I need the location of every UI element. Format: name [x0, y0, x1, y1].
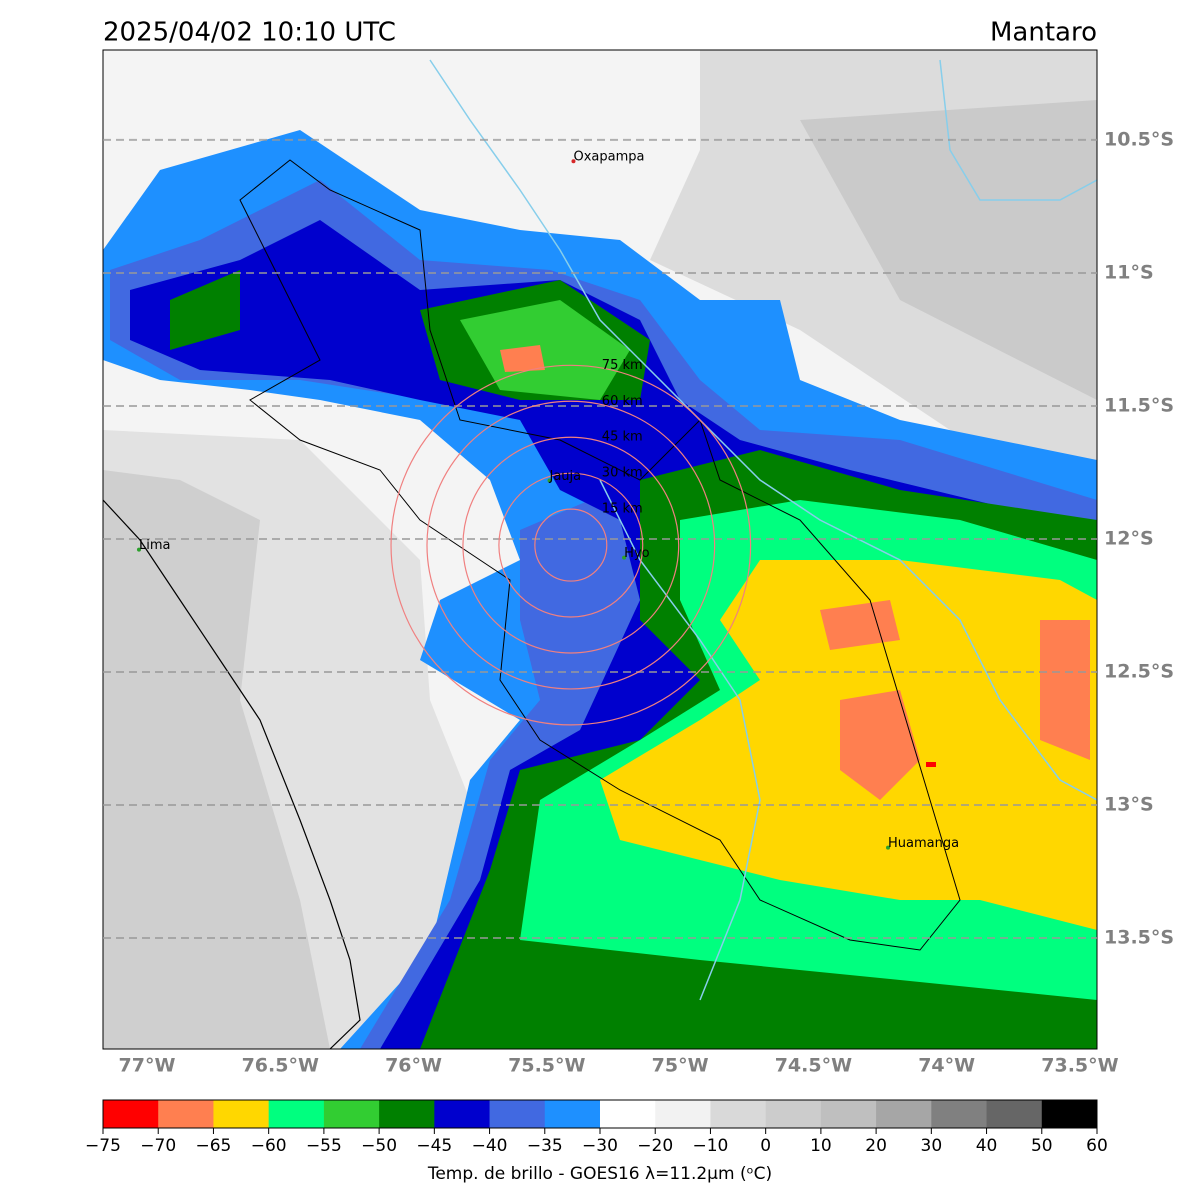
- colorbar-tick-label: −10: [692, 1136, 728, 1156]
- colorbar-tick-label: 20: [865, 1136, 887, 1156]
- colorbar-segment: [931, 1100, 988, 1128]
- colorbar-tick-label: −20: [637, 1136, 673, 1156]
- colorbar-segment: [655, 1100, 711, 1128]
- place-name: Hyo: [624, 546, 649, 561]
- colorbar-tick-label: −55: [306, 1136, 342, 1156]
- map-frame: [102, 49, 1098, 1050]
- colorbar-segment: [876, 1100, 932, 1128]
- colorbar-tick-label: 0: [760, 1136, 771, 1156]
- place-marker: [547, 478, 552, 483]
- region-name: Mantaro: [990, 18, 1097, 48]
- title: 2025/04/02 10:10 UTC: [103, 18, 396, 48]
- range-ring: [426, 400, 716, 690]
- colorbar-tick-label: 60: [1086, 1136, 1108, 1156]
- colorbar-segment: [710, 1100, 767, 1128]
- satellite-image: [103, 50, 1097, 1049]
- y-tick-label: 12.5°S: [1104, 661, 1174, 683]
- x-tick-label: 75.5°W: [508, 1055, 585, 1077]
- place-marker: [886, 845, 891, 850]
- range-label: 15 km: [602, 502, 643, 517]
- colorbar-segment: [1041, 1100, 1098, 1128]
- colorbar-tick-label: −70: [140, 1136, 176, 1156]
- y-tick-label: 13.5°S: [1104, 927, 1174, 949]
- y-tick-label: 11°S: [1104, 261, 1154, 283]
- y-tick-label: 12°S: [1104, 527, 1154, 549]
- colorbar-segment: [544, 1100, 601, 1128]
- range-ring: [498, 472, 644, 618]
- x-tick-label: 76°W: [385, 1055, 442, 1077]
- place-name: Jauja: [548, 469, 581, 484]
- colorbar-segment: [213, 1100, 270, 1128]
- colorbar-tick-label: 30: [921, 1136, 943, 1156]
- colorbar-segment: [434, 1100, 491, 1128]
- y-tick-label: 11.5°S: [1104, 394, 1174, 416]
- colorbar-tick-label: 10: [810, 1136, 832, 1156]
- place-name: Oxapampa: [573, 150, 644, 165]
- colorbar-segment: [820, 1100, 877, 1128]
- x-tick-label: 77°W: [119, 1055, 176, 1077]
- range-label: 75 km: [602, 358, 643, 373]
- colorbar-tick-label: −35: [527, 1136, 563, 1156]
- colorbar-tick-label: −45: [416, 1136, 452, 1156]
- colorbar-segment: [600, 1100, 656, 1128]
- y-tick-label: 13°S: [1104, 794, 1154, 816]
- place-name: Huamanga: [888, 836, 959, 851]
- y-tick-label: 10.5°S: [1104, 128, 1174, 150]
- colorbar-tick-label: −75: [85, 1136, 121, 1156]
- colorbar-tick-label: 50: [1031, 1136, 1053, 1156]
- range-ring: [534, 508, 608, 582]
- place-marker: [622, 555, 627, 560]
- range-ring: [390, 364, 752, 726]
- colorbar-tick-label: −65: [195, 1136, 231, 1156]
- range-label: 60 km: [602, 394, 643, 409]
- place-marker: [136, 547, 141, 552]
- x-tick-label: 74.5°W: [775, 1055, 852, 1077]
- x-tick-label: 73.5°W: [1041, 1055, 1118, 1077]
- colorbar-label: Temp. de brillo - GOES16 λ=11.2μm (ᵒC): [427, 1164, 772, 1184]
- range-ring: [462, 436, 680, 654]
- colorbar-tick-label: −40: [472, 1136, 508, 1156]
- colorbar-segment: [986, 1100, 1043, 1128]
- x-tick-label: 74°W: [918, 1055, 975, 1077]
- colorbar-segment: [379, 1100, 435, 1128]
- colorbar-segment: [103, 1100, 159, 1128]
- colorbar-segment: [268, 1100, 325, 1128]
- colorbar-segment: [765, 1100, 822, 1128]
- colorbar-tick-label: −30: [582, 1136, 618, 1156]
- place-marker: [571, 159, 576, 164]
- colorbar-segment: [489, 1100, 546, 1128]
- range-label: 30 km: [602, 466, 643, 481]
- colorbar-tick-label: −60: [251, 1136, 287, 1156]
- colorbar-tick-label: −50: [361, 1136, 397, 1156]
- x-tick-label: 75°W: [652, 1055, 709, 1077]
- x-tick-label: 76.5°W: [242, 1055, 319, 1077]
- range-label: 45 km: [602, 430, 643, 445]
- place-name: Lima: [139, 538, 170, 553]
- colorbar-segment: [158, 1100, 214, 1128]
- colorbar-segment: [323, 1100, 380, 1128]
- colorbar-tick-label: 40: [976, 1136, 998, 1156]
